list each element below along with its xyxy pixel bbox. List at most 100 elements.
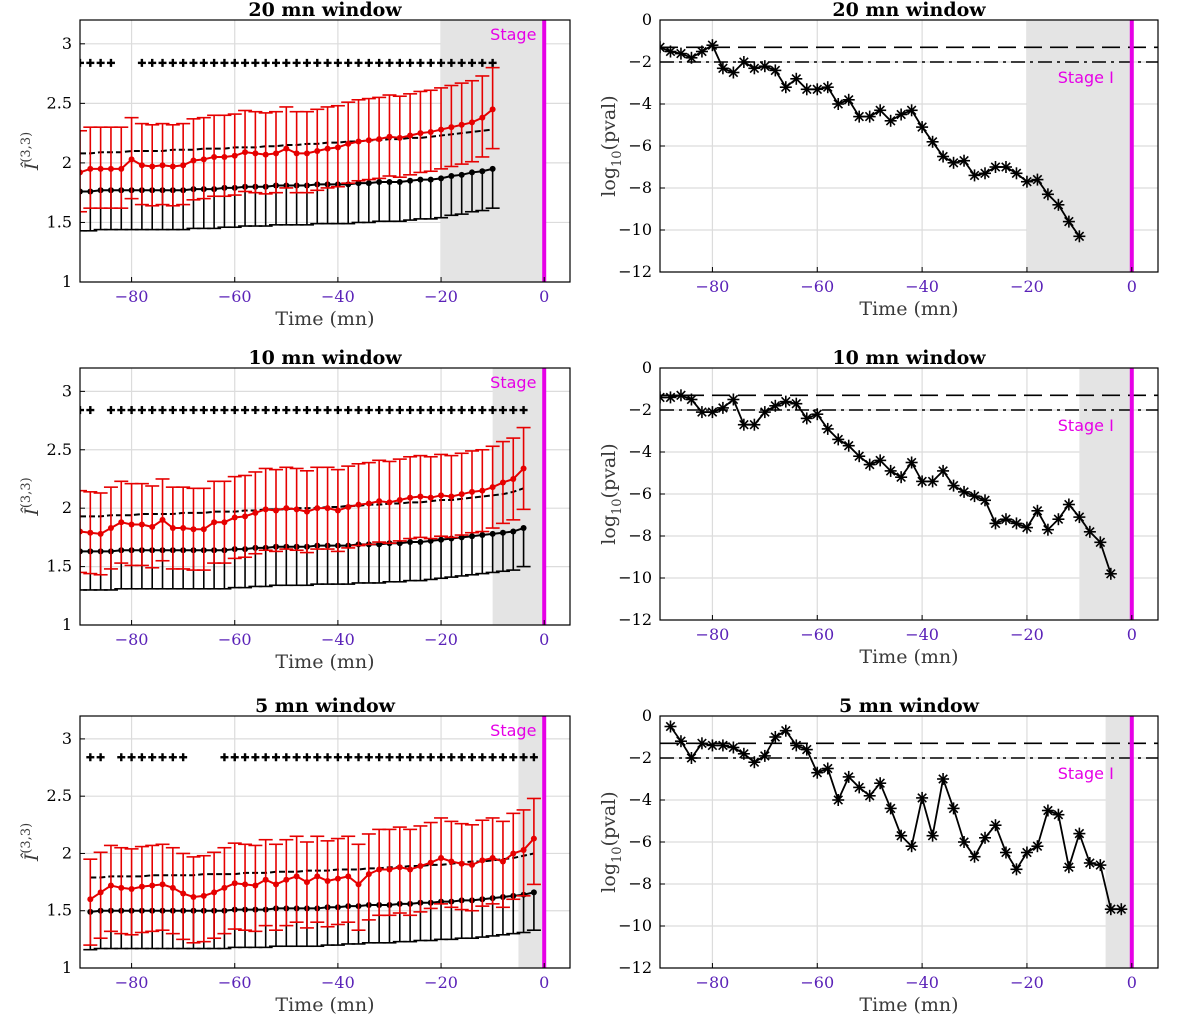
panel-6-ylabel: log10(pval) — [598, 791, 625, 892]
panel-5-red-series-point — [87, 896, 94, 903]
panel-2-pval-star — [1010, 167, 1023, 180]
panel-6-pval-star-arm — [697, 738, 707, 749]
panel-3-red-series-point — [376, 498, 383, 505]
panel-4-xtick-label: −40 — [905, 625, 939, 644]
panel-2-xtick-label: −40 — [905, 277, 939, 296]
panel-3-black-series-point — [510, 528, 517, 535]
panel-4-xtick-label: −20 — [1010, 625, 1044, 644]
panel-6-ytick-label: 0 — [642, 706, 652, 725]
panel-1-red-series-point — [169, 163, 176, 170]
panel-3-black-series-point — [469, 533, 475, 540]
panel-5-title: 5 mn window — [255, 695, 396, 717]
panel-6-pval-star — [1104, 903, 1117, 916]
panel-4-pval-star-arm — [927, 476, 938, 487]
panel-2-pval-star-arm — [760, 61, 770, 72]
panel-6-pval-star — [979, 831, 992, 844]
panel-1-red-series-point — [376, 136, 383, 143]
panel-4-pval-star-arm — [660, 396, 665, 403]
panel-6-pval-star-arm — [1074, 828, 1085, 839]
panel-4-xtick-label: −60 — [800, 625, 834, 644]
panel-1-red-series-point — [355, 138, 362, 145]
panel-4-pval-star — [821, 422, 834, 435]
panel-5-red-series-point — [520, 847, 527, 854]
panel-5-red-series-point — [211, 889, 218, 896]
panel-1-black-series-point — [479, 168, 486, 175]
panel-2-title: 20 mn window — [832, 0, 986, 21]
panel-6-pval-star — [832, 794, 845, 806]
panel-2-pval-star-arm — [1022, 176, 1032, 187]
panel-6-pval-star — [1041, 804, 1054, 817]
panel-6-pval-star — [874, 777, 887, 790]
panel-5-red-series-point — [355, 881, 362, 888]
panel-2-pval-star-arm — [938, 151, 948, 162]
panel-5-red-series-point — [118, 884, 125, 891]
panel-5-red-series-point — [448, 858, 455, 865]
panel-3-red-series-point — [427, 494, 434, 501]
panel-2-pval-star-arm — [864, 111, 875, 122]
panel-4-pval-star-arm — [917, 476, 927, 487]
panel-4-pval-star-arm — [660, 392, 665, 399]
panel-6-pval-star-arm — [791, 740, 802, 751]
panel-4-pval-star-arm — [1011, 518, 1022, 529]
panel-1-black-series-point — [396, 178, 403, 185]
panel-6-ytick-label: −10 — [618, 916, 652, 935]
panel-3-red-series-point — [273, 507, 279, 514]
panel-3-red-series-point — [190, 526, 197, 533]
panel-2-ytick-label: −12 — [618, 262, 652, 281]
panel-1-red-series-point — [118, 165, 125, 172]
panel-4-pval-star — [674, 389, 687, 402]
panel-6-pval-star — [989, 819, 1002, 832]
panel-2-pval-star — [926, 135, 939, 148]
panel-6-pval-star — [1052, 808, 1065, 821]
panel-3-xtick-label: −40 — [321, 630, 355, 649]
panel-2-pval-star — [706, 39, 719, 52]
panel-2-pval-star-arm — [770, 65, 781, 76]
panel-2-pval-star — [937, 150, 950, 163]
panel-4-pval-star-arm — [781, 396, 791, 407]
panel-4-pval-star-arm — [686, 394, 697, 405]
panel-5-red-series-point — [479, 857, 486, 864]
panel-4-pval-star — [1073, 511, 1086, 524]
panel-2-pval-star-arm — [1032, 174, 1043, 185]
panel-2-pval-star-arm — [812, 84, 823, 95]
panel-5-red-series-point — [283, 876, 290, 883]
panel-2-pval-star — [1041, 188, 1054, 201]
panel-4-pval-star-arm — [896, 472, 906, 483]
panel-1-red-series-point — [283, 145, 290, 152]
panel-4-pval-star — [926, 475, 939, 488]
panel-3-xlabel: Time (mn) — [275, 651, 374, 673]
panel-2-pval-star — [664, 45, 677, 58]
panel-6-pval-star-arm — [875, 778, 885, 789]
panel-6-shade-region — [1105, 716, 1132, 968]
panel-6-pval-star — [905, 840, 918, 853]
panel-1-black-series-point — [448, 173, 455, 180]
panel-5-red-series-point — [376, 866, 383, 873]
panel-6-pval-star — [999, 846, 1012, 859]
panel-5-ytick-label: 1.5 — [47, 901, 72, 920]
panel-6-pval-star — [1083, 857, 1096, 869]
panel-6-pval-star — [968, 850, 981, 863]
panel-3-plot-area — [80, 406, 531, 591]
panel-6-pval-star — [926, 829, 939, 842]
panel-2-pval-star-arm — [781, 82, 791, 93]
panel-1-red-series-point — [190, 157, 197, 164]
panel-1-ytick-label: 2 — [62, 153, 72, 172]
panel-2-pval-star — [737, 56, 750, 68]
panel-4-pval-star-arm — [728, 394, 739, 405]
panel-4-pval-star — [999, 513, 1012, 526]
panel-6-pval-star-arm — [822, 763, 833, 774]
panel-4-pval-star — [832, 433, 845, 446]
panel-4-ylabel: log10(pval) — [598, 443, 625, 544]
panel-4-pval-star — [685, 393, 698, 406]
panel-3-red-series-point — [159, 516, 166, 523]
panel-2-pval-star — [999, 161, 1012, 173]
panel-4-pval-star-arm — [739, 419, 749, 430]
panel-5-xtick-label: −20 — [424, 973, 458, 992]
panel-6-pval-star — [947, 802, 960, 815]
panel-1-stage-label: Stage I — [490, 25, 546, 44]
panel-6-stage-label: Stage I — [1058, 764, 1114, 783]
panel-3-black-series-point — [479, 532, 486, 539]
panel-2-pval-star-arm — [739, 57, 749, 67]
panel-1-red-series-point — [211, 153, 218, 160]
panel-1-red-series-point — [365, 137, 372, 144]
